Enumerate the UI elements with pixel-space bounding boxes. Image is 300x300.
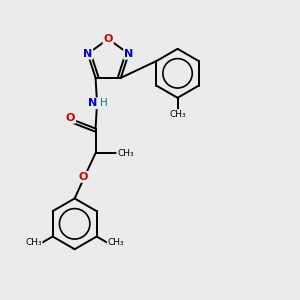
Text: CH₃: CH₃ <box>117 148 134 158</box>
Text: N: N <box>83 49 92 59</box>
Text: CH₃: CH₃ <box>169 110 186 119</box>
Text: O: O <box>103 34 113 44</box>
Text: N: N <box>124 49 133 59</box>
Text: H: H <box>100 98 107 108</box>
Text: N: N <box>88 98 97 108</box>
Text: CH₃: CH₃ <box>107 238 124 247</box>
Text: CH₃: CH₃ <box>25 238 42 247</box>
Text: O: O <box>79 172 88 182</box>
Text: O: O <box>66 113 75 123</box>
